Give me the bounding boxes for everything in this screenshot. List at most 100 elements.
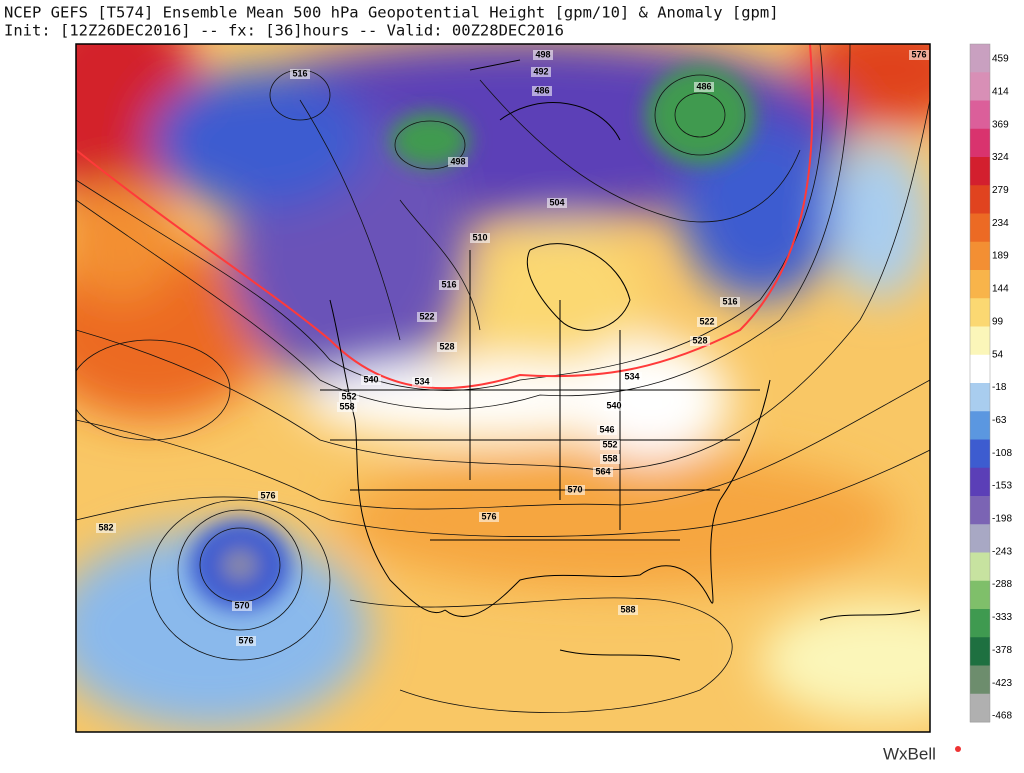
colorbar-label: 189 <box>992 251 1009 262</box>
contour-label: 558 <box>339 401 354 411</box>
contour-label: 576 <box>481 511 496 521</box>
map-frame <box>75 43 931 733</box>
contour-label: 540 <box>606 400 621 410</box>
colorbar: 459 414 369 324 279 234 189 144 99 54 -18 -63 -108 -1… <box>969 43 1012 723</box>
colorbar-label: 459 <box>992 54 1009 65</box>
contour-label-bg <box>439 280 459 290</box>
colorbar-segment <box>970 665 990 695</box>
colorbar-label: -63 <box>992 415 1007 426</box>
contour-label: 588 <box>620 604 635 614</box>
colorbar-segment <box>970 72 990 101</box>
contour-label: 546 <box>599 424 614 434</box>
contour-label-bg <box>448 157 468 167</box>
contour-label: 534 <box>624 371 639 381</box>
contour-label-bg <box>600 440 620 450</box>
colorbar-segment <box>970 383 990 412</box>
colorbar-segment <box>970 552 990 582</box>
contour-label: 528 <box>439 341 454 351</box>
colorbar-segment <box>970 637 990 666</box>
contour-label: 576 <box>260 490 275 500</box>
colorbar-segment <box>970 354 990 384</box>
contour-label-bg <box>258 491 278 501</box>
colorbar-segment <box>970 270 990 299</box>
contour-label-bg <box>470 233 490 243</box>
colorbar-segment <box>970 298 990 327</box>
colorbar-label: -198 <box>992 514 1012 525</box>
contour-label-bg <box>290 69 310 79</box>
colorbar-label: 234 <box>992 218 1009 229</box>
contour-label: 570 <box>234 600 249 610</box>
contour-label: 522 <box>699 316 714 326</box>
contour-label-bg <box>604 401 624 411</box>
colorbar-label: 324 <box>992 152 1009 163</box>
contour-label: 516 <box>441 279 456 289</box>
contour-label: 552 <box>602 439 617 449</box>
colorbar-label: 369 <box>992 119 1009 130</box>
contour-label-bg <box>437 342 457 352</box>
contour-540 <box>76 44 814 390</box>
contour-label-bg <box>697 317 717 327</box>
contour-label: 528 <box>692 335 707 345</box>
contour-label: 534 <box>414 376 429 386</box>
map: 498 492 486 486 498 516 504 510 516 522 528 534 540 5… <box>76 44 930 732</box>
contour-label: 498 <box>535 49 550 59</box>
contour-label: 558 <box>602 453 617 463</box>
colorbar-segment <box>970 580 990 610</box>
contour-label-bg <box>417 312 437 322</box>
colorbar-segment <box>970 411 990 440</box>
colorbar-segment <box>970 609 990 638</box>
colorbar-label: 144 <box>992 284 1009 295</box>
contour-label-bg <box>547 198 567 208</box>
contour-labels: 498 492 486 486 498 516 504 510 516 522 528 534 540 5… <box>96 49 929 646</box>
colorbar-segment <box>970 185 990 214</box>
colorbar-segment <box>970 44 990 73</box>
contour-label: 576 <box>911 49 926 59</box>
colorbar-segment <box>970 496 990 525</box>
colorbar-label: -423 <box>992 678 1012 689</box>
contour-label-bg <box>531 67 551 77</box>
contour-label-bg <box>690 336 710 346</box>
contour-label: 540 <box>363 374 378 384</box>
colorbar-label: -18 <box>992 382 1007 393</box>
contour-label: 552 <box>341 391 356 401</box>
colorbar-label: 414 <box>992 86 1009 97</box>
contour-label-bg <box>565 485 585 495</box>
contour-label-bg <box>622 372 642 382</box>
contour-label: 516 <box>722 296 737 306</box>
colorbar-label: -153 <box>992 481 1012 492</box>
colorbar-segment <box>970 326 990 356</box>
contour-label: 516 <box>292 68 307 78</box>
contour-label: 582 <box>98 522 113 532</box>
colorbar-segment <box>970 157 990 186</box>
colorbar-label: -108 <box>992 448 1012 459</box>
contour-label-bg <box>479 512 499 522</box>
colorbar-segment <box>970 100 990 130</box>
colorbar-label: 54 <box>992 349 1004 360</box>
contour-label: 510 <box>472 232 487 242</box>
contour-label-bg <box>694 82 714 92</box>
coastlines <box>320 59 921 661</box>
contour-label-bg <box>532 86 552 96</box>
contour-label: 570 <box>567 484 582 494</box>
contour-label-bg <box>96 523 116 533</box>
colorbar-segment <box>970 128 990 158</box>
logo-dot <box>955 746 961 752</box>
contour-label-bg <box>720 297 740 307</box>
contour-label-bg <box>412 377 432 387</box>
contour-label-bg <box>232 601 252 611</box>
colorbar-frame <box>969 43 991 723</box>
contour-label: 498 <box>450 156 465 166</box>
contour-label-bg <box>337 402 357 412</box>
contour-label-bg <box>618 605 638 615</box>
colorbar-segment <box>970 524 990 553</box>
colorbar-segment <box>970 213 990 243</box>
contour-label-bg <box>236 636 256 646</box>
contour-label-bg <box>909 50 929 60</box>
contour-label: 522 <box>419 311 434 321</box>
colorbar-segment <box>970 467 990 497</box>
contour-label-bg <box>593 467 613 477</box>
contour-label-bg <box>600 454 620 464</box>
contour-label-bg <box>361 375 381 385</box>
contour-label: 504 <box>549 197 564 207</box>
subtitle: Init: [12Z26DEC2016] -- fx: [36]hours --… <box>4 22 564 40</box>
